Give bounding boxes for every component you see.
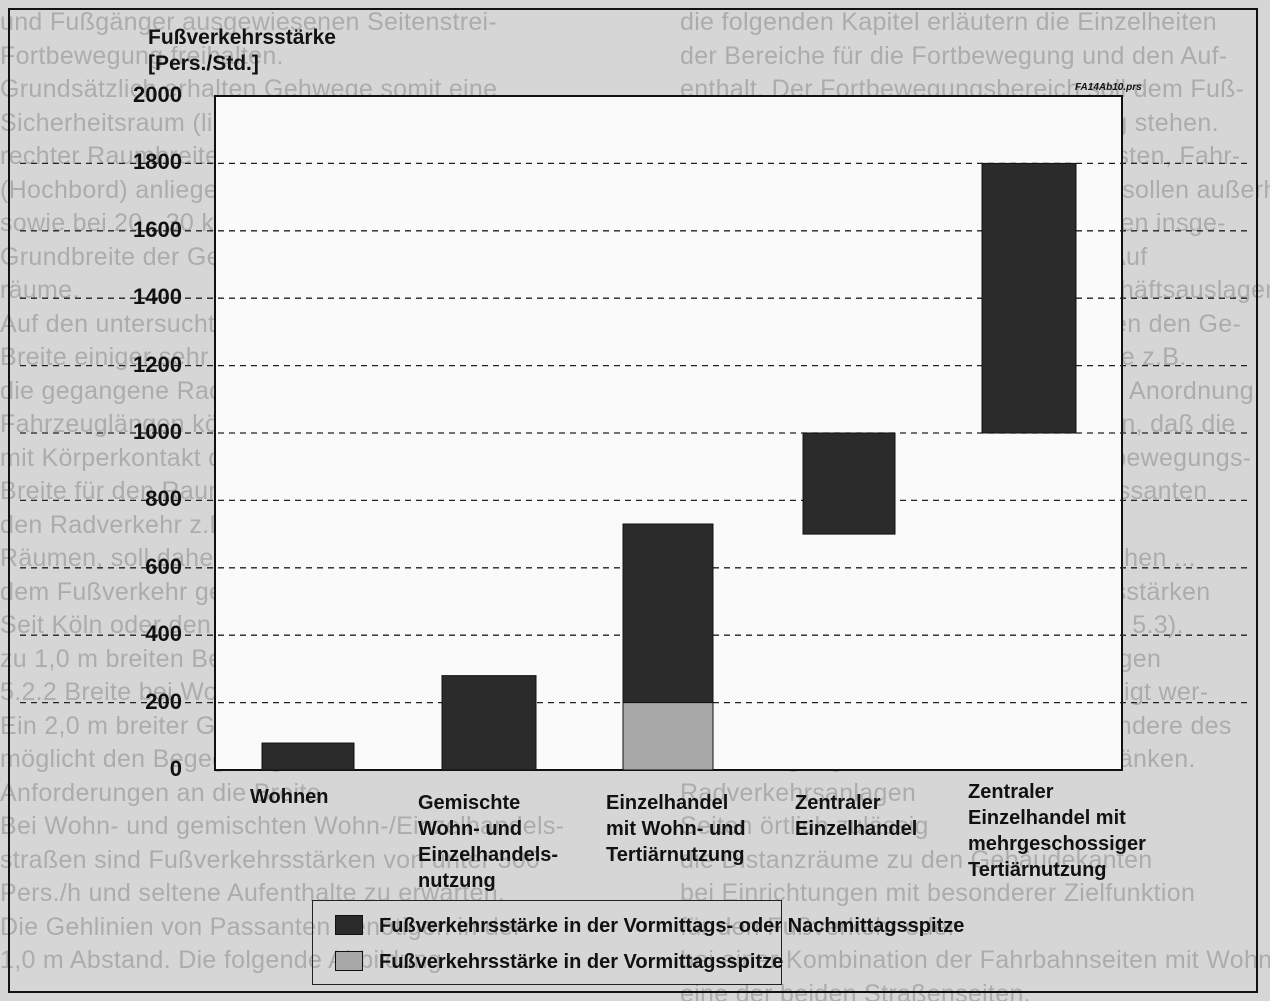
y-tick-label: 2000 xyxy=(133,82,182,107)
legend-item-peak: Fußverkehrsstärke in der Vormittags- ode… xyxy=(335,915,964,938)
y-axis-title-line-2: [Pers./Std.] xyxy=(148,52,259,75)
legend: Fußverkehrsstärke in der Vormittags- ode… xyxy=(312,900,964,985)
category-label: Einzelhandel mit Wohn- und Tertiärnutzun… xyxy=(606,792,746,866)
legend-swatch-light xyxy=(335,951,363,971)
y-tick-label: 400 xyxy=(145,621,182,647)
y-tick-label: 1200 xyxy=(133,351,182,377)
y-tick-label: 1400 xyxy=(133,284,182,310)
category-label: Zentraler Einzelhandel mit mehrgeschossi… xyxy=(968,781,1146,881)
legend-item-morning: Fußverkehrsstärke in der Vormittagsspitz… xyxy=(335,951,783,974)
category-label: Zentraler Einzelhandel xyxy=(795,792,918,840)
bar-peak xyxy=(981,162,1077,434)
y-tick-label: 1000 xyxy=(133,419,182,444)
bar-peak xyxy=(802,432,896,535)
y-tick-label: 1800 xyxy=(133,149,182,175)
y-axis-title-line-1: Fußverkehrsstärke xyxy=(148,26,336,49)
bar-peak xyxy=(261,742,355,771)
bar-peak xyxy=(441,675,537,771)
y-tick-label: 600 xyxy=(145,553,182,579)
figure-frame xyxy=(8,8,1258,993)
y-tick-label: 200 xyxy=(145,688,182,714)
bar-morning xyxy=(622,702,714,771)
y-tick-label: 0 xyxy=(169,756,182,781)
legend-swatch-dark xyxy=(335,915,363,935)
file-reference: FA14Ab10.prs xyxy=(1075,82,1142,93)
category-label: Wohnen xyxy=(250,786,329,808)
legend-label-peak: Fußverkehrsstärke in der Vormittags- ode… xyxy=(379,915,965,937)
y-tick-label: 800 xyxy=(145,486,182,512)
legend-label-morning: Fußverkehrsstärke in der Vormittagsspitz… xyxy=(379,951,784,973)
category-label: Gemischte Wohn- und Einzelhandels- nutzu… xyxy=(418,792,559,892)
y-tick-label: 1600 xyxy=(133,216,182,242)
